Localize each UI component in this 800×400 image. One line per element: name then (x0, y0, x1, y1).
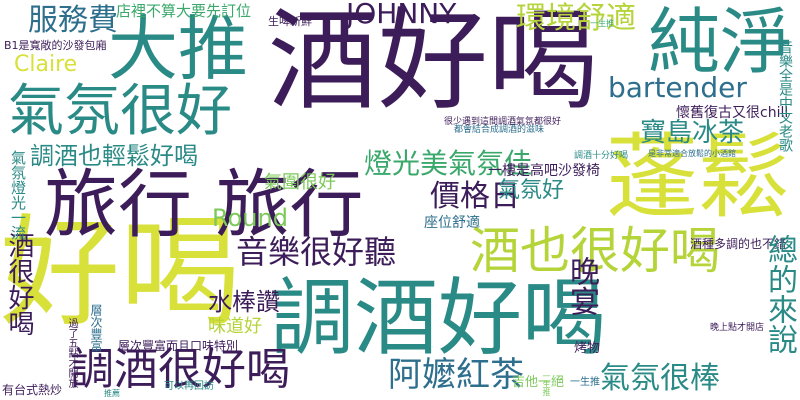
word: 氣氛很好 (8, 79, 232, 144)
word: 很少遇到這間調酒氣氛都很好 (444, 117, 562, 127)
word: 一樓是高吧沙發椅 (488, 163, 600, 179)
word: 蓬鬆 (606, 124, 791, 231)
word: 一生推 (570, 377, 600, 388)
word: B1是寬敞的沙發包廂 (4, 39, 107, 52)
word: 可以再回訪 (164, 381, 214, 392)
word: 調酒很好喝 (70, 344, 290, 395)
word: 氣氛很棒 (600, 361, 720, 396)
word: 酒好喝 (268, 0, 598, 125)
word: 懷舊復古又很chill (676, 105, 789, 121)
word: 晚宴 (564, 256, 599, 316)
word: 過了五點才開放 (66, 318, 77, 388)
word: 有台式熱炒 (2, 383, 63, 397)
word: 寶島冰茶 (640, 118, 745, 148)
word: bartender (608, 71, 747, 104)
word: 總的來說 (762, 234, 797, 354)
word: 環境舒適 (516, 1, 636, 36)
word: 一生推 (542, 372, 551, 396)
word: 味道好 (208, 316, 262, 337)
word: 是非常適合放鬆的小酒館 (648, 149, 736, 158)
word: 酒很好喝 (4, 232, 34, 336)
word: 水棒讚 (208, 288, 280, 316)
word: 酒也很好喝 (470, 222, 720, 280)
word: JOHNNY (346, 0, 457, 30)
word: 好喝 (0, 204, 240, 343)
word: 氣氛燈光一流 (9, 150, 27, 240)
word: 大推 (108, 8, 248, 90)
word: 店裡不算大要先訂位 (116, 2, 252, 20)
word: 價格日 (430, 179, 520, 214)
word: 吉他一絕 (512, 375, 565, 390)
word: 推薦 (104, 389, 120, 398)
word: 純淨 (648, 0, 793, 84)
word: 生啤新鮮 (268, 15, 312, 28)
word: 層次豐富而且口味特別 (118, 339, 239, 353)
word: 阿嬤紅茶 (388, 355, 524, 395)
word: 層次豐富 (89, 304, 103, 352)
word: 旅行 旅行 (44, 162, 364, 248)
word: 音樂很好聽 (236, 233, 397, 271)
word: 一生推 (590, 19, 614, 28)
word: 調酒十分好喝 (574, 151, 629, 161)
word: 烤物 (574, 341, 601, 356)
word: Round (212, 204, 288, 232)
word: 晚上點才開店 (710, 323, 765, 333)
word: 氣氛好 (498, 178, 565, 203)
word: 座位舒適 (424, 215, 480, 231)
word: 都會結合成調酒的滋味 (454, 125, 545, 135)
word: 燈光美氣氛佳 (364, 147, 533, 180)
word: Claire (14, 52, 78, 77)
word: 音樂全是中文老歌 (777, 40, 793, 152)
word: 調酒好喝 (270, 269, 607, 367)
word: 氣圍很好 (264, 172, 336, 193)
word: 調酒也輕鬆好喝 (30, 142, 198, 170)
word: 酒種多調的也不錯 (690, 237, 787, 251)
word: 服務費 (28, 3, 118, 38)
